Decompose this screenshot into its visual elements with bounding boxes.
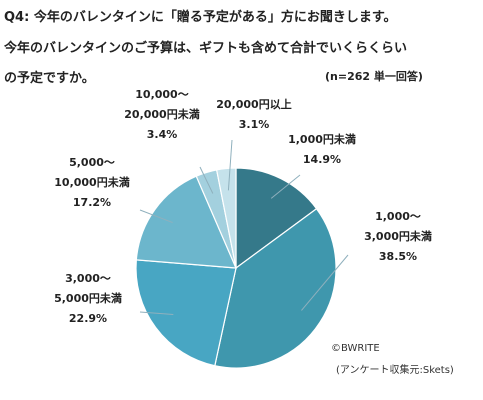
slice-label-4: 5,000〜 10,000円未満 17.2% [54, 156, 129, 209]
question-line-2: 今年のバレンタインのご予算は、ギフトも含めて合計でいくらくらい [4, 41, 408, 56]
slice-label-1: 1,000円未満 14.9% [288, 132, 356, 166]
slice-label-5: 10,000〜 20,000円未満 3.4% [124, 88, 199, 141]
slice-label-2: 1,000〜 3,000円未満 38.5% [364, 210, 432, 263]
pie-slice-6 [215, 167, 237, 269]
leader-line-2 [301, 254, 349, 311]
pie-slice-4 [135, 175, 237, 269]
leader-line-4 [139, 209, 173, 224]
leader-line-6 [227, 139, 233, 191]
pie-slices [135, 167, 337, 369]
copyright-text: ©BWRITE [331, 343, 380, 354]
pie-slice-2 [214, 207, 337, 369]
leader-line-1 [270, 174, 301, 199]
question-line-3: の予定ですか。 [4, 71, 95, 86]
question-line-1: Q4: 今年のバレンタインに「贈る予定がある」方にお聞きします。 [4, 10, 397, 25]
slice-label-3: 3,000〜 5,000円未満 22.9% [54, 272, 122, 325]
pie-slice-1 [235, 167, 318, 270]
pie-slice-3 [135, 259, 237, 367]
leader-line-3 [139, 311, 174, 315]
source-text: (アンケート収集元:Skets) [336, 365, 454, 376]
sample-note: (n=262 単一回答) [325, 70, 423, 83]
slice-label-6: 20,000円以上 3.1% [216, 97, 291, 131]
leader-line-5 [199, 166, 214, 194]
